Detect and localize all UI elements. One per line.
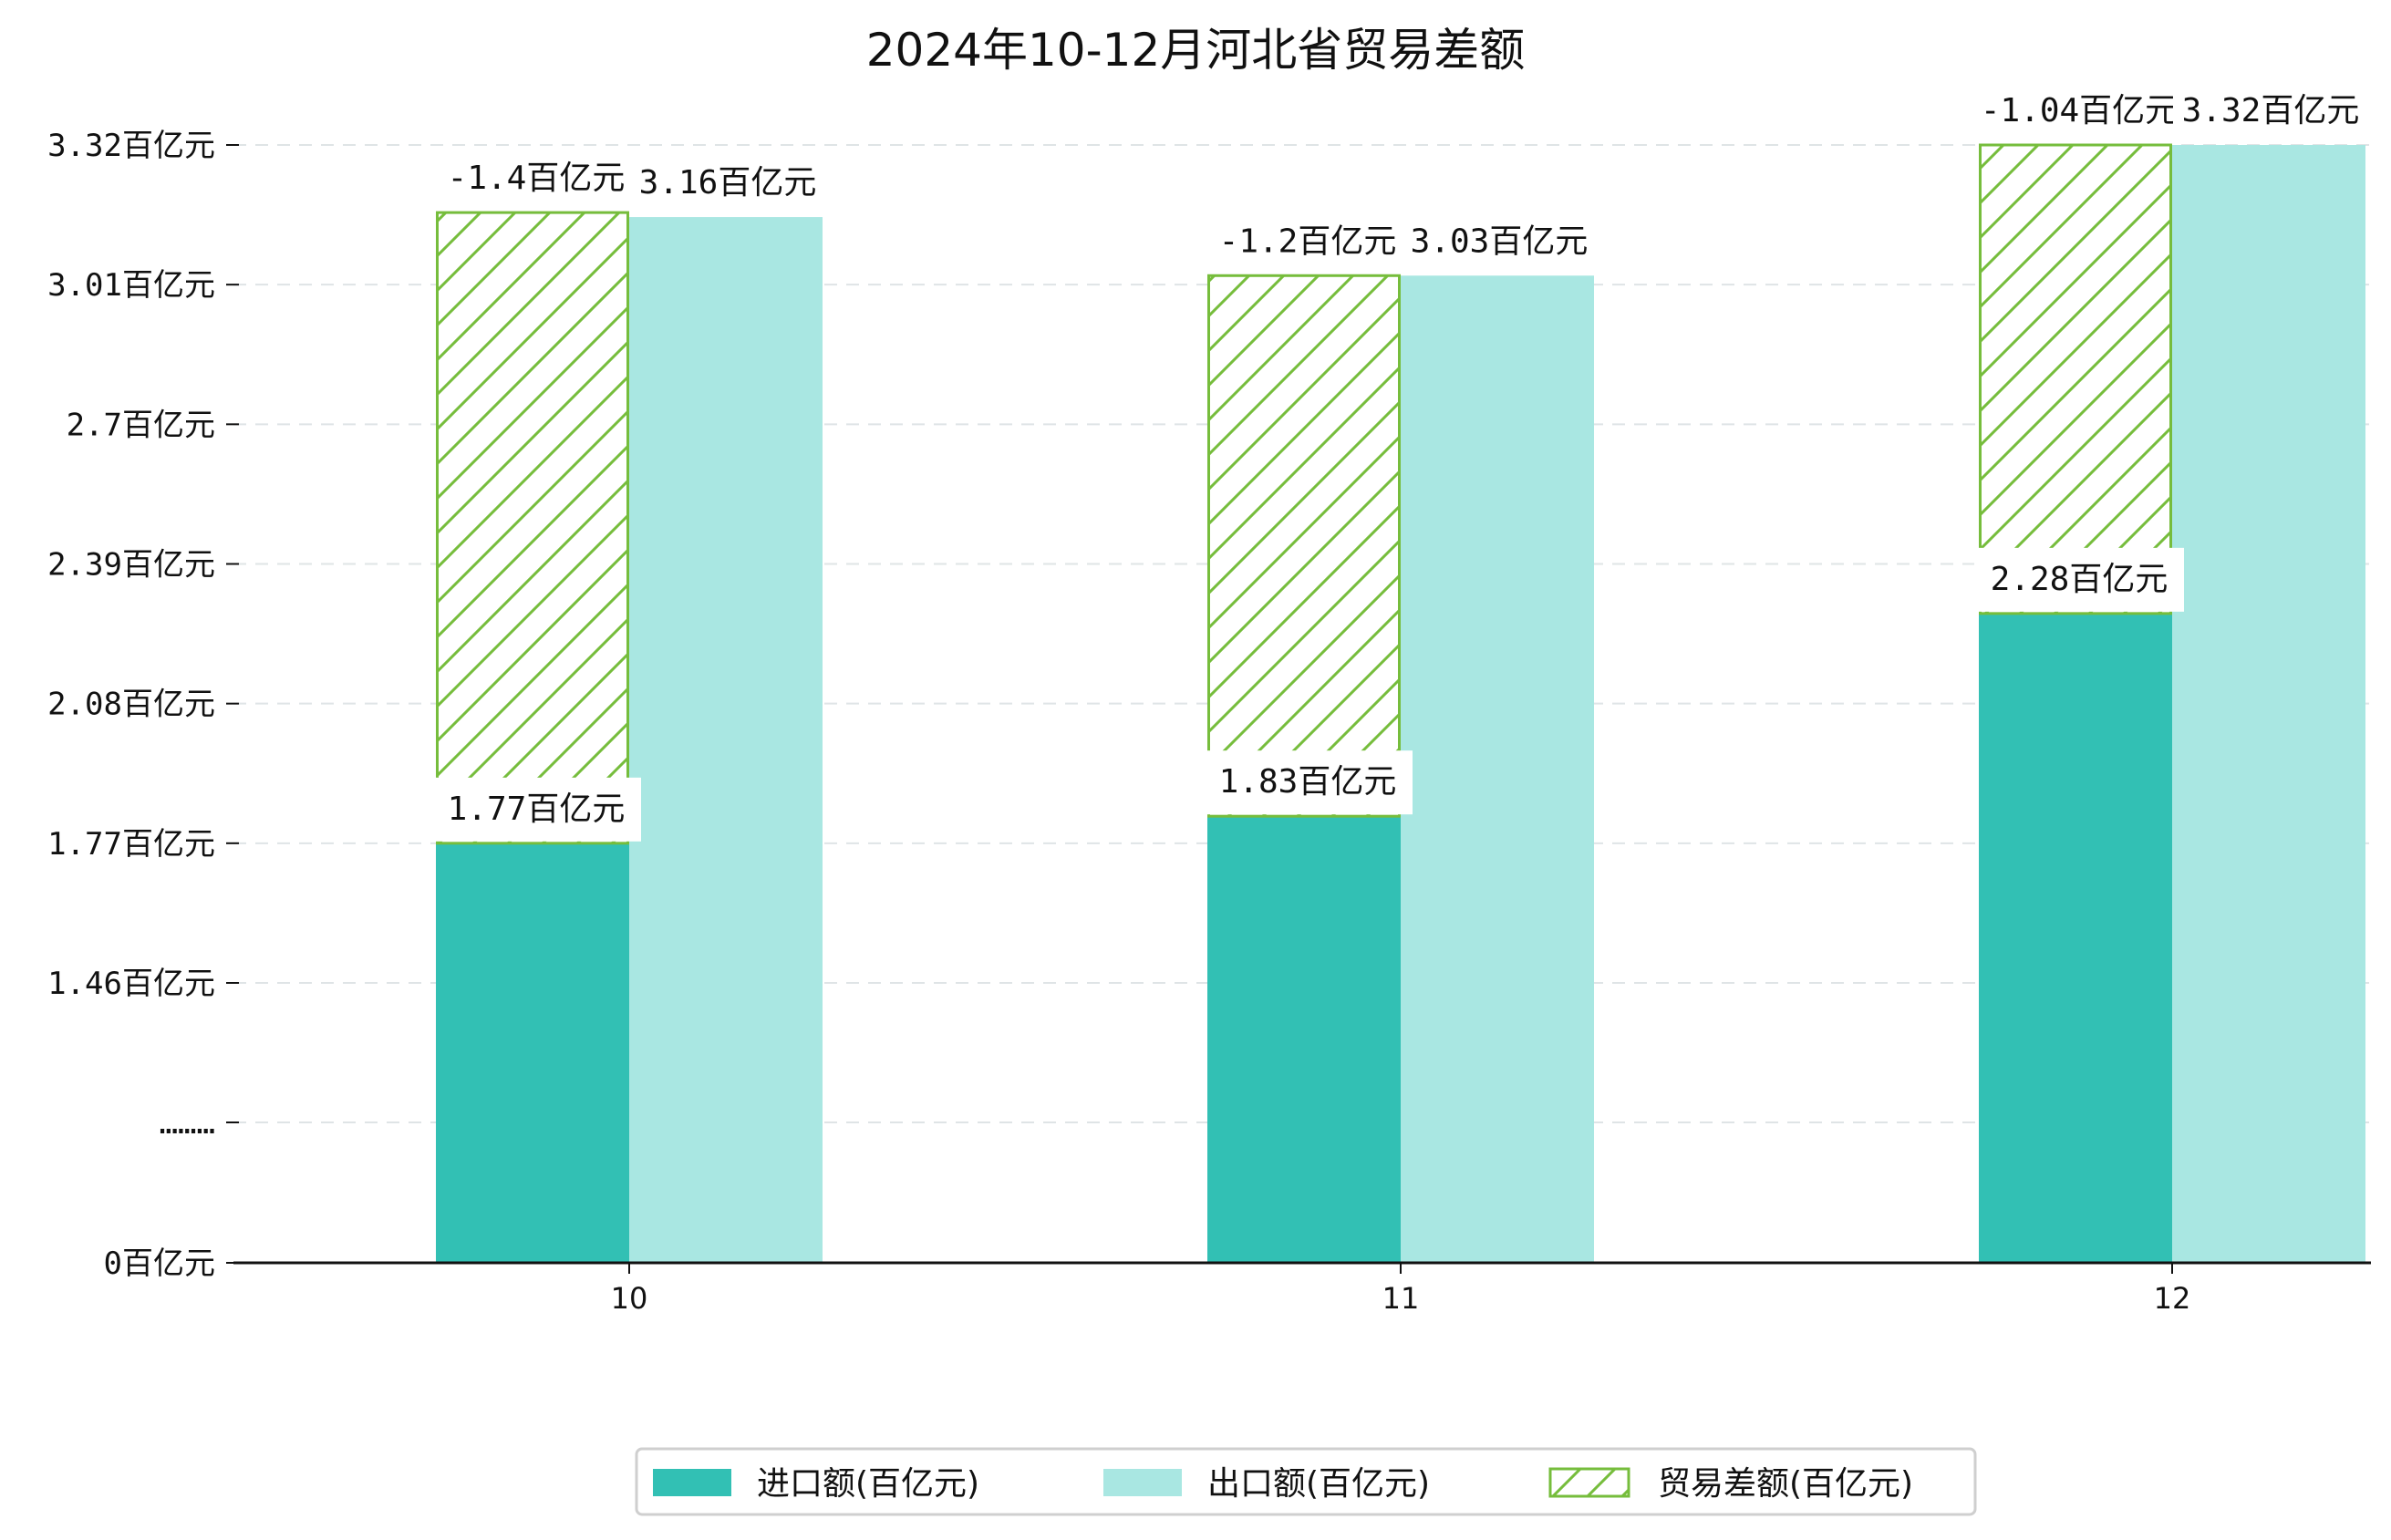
export-value-label: 3.16百亿元 [639, 164, 817, 202]
legend-box [635, 1447, 1977, 1516]
import-value-label: 2.28百亿元 [1991, 561, 2168, 598]
export-bar [1401, 275, 1594, 1264]
import-value-label-group: 2.28百亿元 [1974, 547, 2184, 612]
balance-value-label-group: -1.2百亿元 [1203, 210, 1413, 274]
export-value-label-background [630, 151, 825, 216]
import-value-label-background [1203, 750, 1413, 815]
export-value-label-group: 3.03百亿元 [1402, 210, 1597, 274]
y-tick-label: 2.08百亿元 [47, 687, 215, 723]
y-tick-label: 1.77百亿元 [47, 826, 215, 863]
legend-swatch [1548, 1467, 1630, 1498]
x-axis: 10 11 12 [233, 1261, 2371, 1316]
export-value-label: 3.03百亿元 [1411, 222, 1589, 260]
bars [436, 143, 2365, 1264]
data-labels: 1.77百亿元 -1.4百亿元 3.16百亿元 1.83百亿元 -1.2百亿元 3.03百… [431, 79, 2368, 842]
import-value-label-group: 1.83百亿元 [1203, 750, 1413, 815]
balance-value-label: -1.2百亿元 [1219, 222, 1397, 260]
legend-swatch [1103, 1469, 1182, 1496]
import-value-label-background [1974, 547, 2184, 612]
balance-bar [1979, 143, 2172, 615]
export-value-label-background [2173, 79, 2368, 143]
y-tick-label: 2.7百亿元 [67, 407, 215, 443]
import-bar [436, 842, 629, 1263]
x-tick-label: 11 [1382, 1281, 1420, 1316]
x-tick-label: 12 [2154, 1281, 2191, 1316]
export-value-label-background [1402, 210, 1597, 274]
export-bar [2172, 145, 2365, 1263]
x-tick-label: 10 [611, 1281, 648, 1316]
y-tick-label: 3.32百亿元 [47, 128, 215, 164]
legend-label: 出口额(百亿元) [1207, 1465, 1430, 1503]
import-bar [1207, 816, 1401, 1263]
y-tick-label: 1.46百亿元 [47, 966, 215, 1002]
legend-swatch [653, 1469, 731, 1496]
balance-value-label: -1.04百亿元 [1981, 92, 2178, 129]
balance-bar [1207, 274, 1401, 818]
export-value-label: 3.32百亿元 [2182, 92, 2360, 129]
y-tick-label: 3.01百亿元 [47, 267, 215, 304]
export-bar [629, 217, 823, 1264]
balance-value-label-group: -1.04百亿元 [1974, 79, 2184, 143]
y-tick-label: 2.39百亿元 [47, 547, 215, 584]
import-value-label-group: 1.77百亿元 [431, 777, 641, 842]
balance-value-label-background [1203, 210, 1413, 274]
y-tick-label: ……… [160, 1105, 215, 1142]
import-value-label: 1.77百亿元 [448, 791, 626, 828]
legend-label: 进口额(百亿元) [757, 1465, 979, 1503]
balance-value-label-background [431, 147, 641, 212]
balance-value-label-group: -1.4百亿元 [431, 147, 641, 212]
legend: 进口额(百亿元) 出口额(百亿元) 贸易差额(百亿元) [635, 1447, 1977, 1516]
import-value-label-background [431, 777, 641, 842]
y-axis: 0百亿元 ……… 1.46百亿元 1.77百亿元 2.08百亿元 2.39百亿元 2.7百亿… [47, 128, 239, 1282]
balance-value-label: -1.4百亿元 [448, 160, 626, 197]
legend-label: 贸易差额(百亿元) [1658, 1465, 1913, 1503]
import-bar [1979, 613, 2172, 1263]
export-value-label-group: 3.16百亿元 [630, 151, 825, 216]
export-value-label-group: 3.32百亿元 [2173, 79, 2368, 143]
y-tick-label: 0百亿元 [104, 1245, 215, 1282]
chart-title: 2024年10-12月河北省贸易差额 [866, 24, 1526, 77]
balance-bar [436, 211, 629, 845]
balance-value-label-background [1974, 79, 2184, 143]
import-value-label: 1.83百亿元 [1219, 763, 1397, 801]
